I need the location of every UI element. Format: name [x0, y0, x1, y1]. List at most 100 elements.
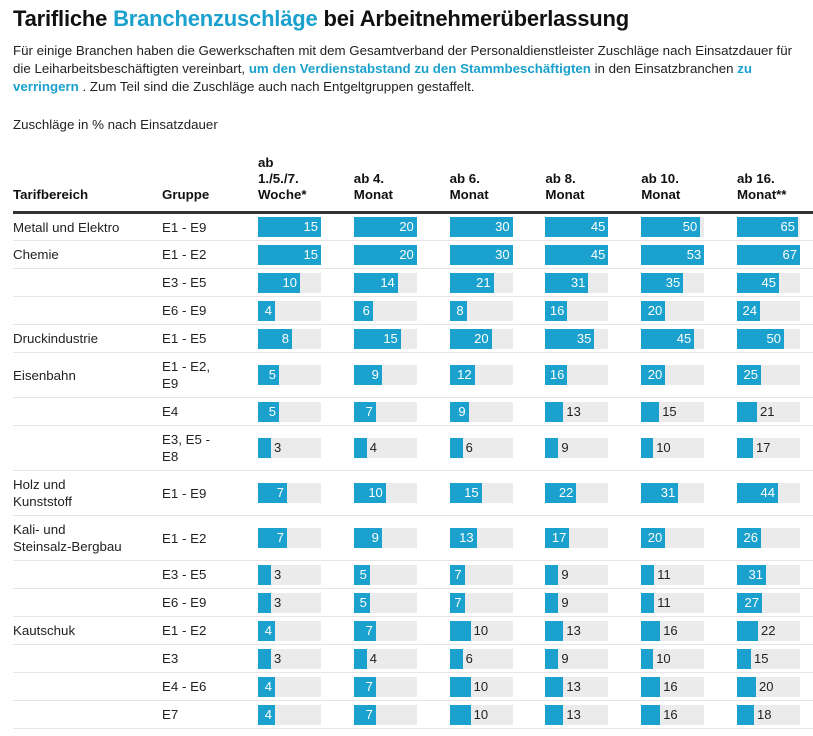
bar-value-label: 9	[371, 530, 379, 545]
bar-track: 5	[258, 401, 321, 422]
bar-value-label: 22	[760, 622, 776, 638]
value-cell: 26	[736, 515, 813, 561]
bar-value-label: 7	[454, 566, 462, 582]
bar-value-label: 4	[264, 622, 272, 638]
bar-value-label: 10	[656, 440, 671, 455]
bar	[449, 300, 467, 321]
bar-value-label: 7	[276, 530, 284, 545]
table-row: E7 4 7 10 13 16 18	[13, 700, 813, 729]
table-row: Chemie E1 - E2 15 20 30 45 53 67	[13, 240, 813, 269]
bar-value-label: 45	[590, 246, 606, 262]
bar-value-label: 16	[549, 302, 565, 318]
bar	[353, 676, 376, 697]
table-row: E3 - E5 3 5 7 9 11 31	[13, 560, 813, 589]
bar	[545, 648, 559, 669]
bar-track: 5	[258, 365, 321, 385]
table-row: E3, E5 - E8 3 4 6 9 10 17	[13, 425, 813, 471]
value-cell: 10	[353, 470, 450, 516]
table-body: Metall und Elektro E1 - E9 15 20 30 45 50 65 Che…	[13, 212, 813, 729]
bar	[641, 272, 684, 293]
bar-value-label: 15	[303, 246, 318, 262]
value-cell: 35	[545, 324, 642, 353]
bar-track: 4	[258, 704, 321, 725]
tarifbereich-cell	[13, 397, 162, 426]
value-cell: 22	[736, 616, 813, 645]
value-cell: 11	[641, 588, 737, 617]
intro-link-verringern[interactable]: zu verringern	[13, 61, 753, 94]
bar	[545, 300, 568, 321]
value-cell: 45	[736, 268, 813, 297]
bar-track: 10	[353, 483, 417, 503]
bar-value-label: 7	[454, 594, 462, 610]
bar	[258, 564, 271, 585]
bar-track: 8	[449, 300, 513, 321]
bar-value-label: 7	[365, 622, 373, 638]
value-cell: 17	[736, 425, 813, 471]
bar	[736, 365, 761, 385]
gruppe-cell: E1 - E2, E9	[162, 352, 258, 398]
gruppe-cell: E3	[162, 644, 258, 673]
bar-value-label: 44	[760, 485, 775, 500]
value-cell: 14	[353, 268, 450, 297]
tarifbereich-cell: Kautschuk	[13, 616, 162, 645]
bar-track: 18	[736, 704, 800, 725]
bar-value-label: 65	[780, 219, 795, 234]
bar-track: 9	[353, 528, 417, 548]
bar	[449, 401, 469, 422]
bar-track: 9	[545, 648, 609, 669]
column-header-4: ab 6. Monat	[449, 155, 546, 214]
bar	[736, 272, 779, 293]
gruppe-cell: E4	[162, 397, 258, 426]
bar-value-label: 10	[473, 678, 489, 694]
bar-track: 15	[353, 328, 417, 349]
bar	[449, 528, 477, 548]
value-cell: 9	[545, 644, 642, 673]
bar-value-label: 9	[561, 594, 569, 610]
value-cell: 10	[641, 425, 737, 471]
bar-value-label: 5	[359, 594, 367, 610]
value-cell: 20	[736, 672, 813, 701]
value-cell: 16	[545, 352, 642, 398]
bar	[736, 401, 757, 422]
bar-track: 7	[353, 620, 417, 641]
value-cell: 45	[545, 240, 642, 269]
bar-track: 30	[449, 244, 513, 265]
bar-track: 4	[258, 676, 321, 697]
bar-track: 20	[736, 676, 800, 697]
bar-track: 22	[545, 483, 609, 503]
value-cell: 6	[353, 296, 450, 325]
bar	[736, 620, 758, 641]
value-cell: 13	[545, 397, 642, 426]
bar-value-label: 9	[561, 566, 569, 582]
bar-track: 31	[545, 272, 609, 293]
intro-link-verdienstabstand[interactable]: um den Verdienstabstand zu den Stammbesc…	[248, 61, 591, 76]
gruppe-cell: E3 - E5	[162, 560, 258, 589]
bar-track: 9	[545, 592, 609, 613]
bar-value-label: 8	[281, 330, 289, 346]
value-cell: 45	[545, 212, 642, 241]
tarifbereich-cell: Metall und Elektro	[13, 212, 162, 241]
title-highlight: Branchenzuschläge	[113, 6, 318, 31]
bar	[353, 272, 398, 293]
bar-value-label: 7	[276, 485, 284, 500]
bar	[641, 648, 654, 669]
value-cell: 50	[641, 212, 737, 241]
bar-value-label: 15	[753, 650, 769, 666]
bar-track: 13	[545, 401, 609, 422]
intro-part: Für einige Branchen haben die Gewerkscha…	[13, 43, 793, 76]
bar	[449, 620, 471, 641]
bar	[736, 328, 784, 349]
bar-track: 13	[449, 528, 513, 548]
value-cell: 53	[641, 240, 737, 269]
table-row: E6 - E9 4 6 8 16 20 24	[13, 296, 813, 325]
tarifbereich-cell	[13, 672, 162, 701]
surcharge-table: Tarifbereich Gruppe ab 1./5./7. Woche* ab 4. M…	[13, 155, 813, 729]
tarifbereich-cell: Holz und Kunststoff	[13, 470, 162, 516]
value-cell: 3	[258, 560, 354, 589]
column-header-1: Gruppe	[162, 155, 258, 214]
value-cell: 4	[353, 644, 450, 673]
bar	[449, 438, 463, 458]
bar-track: 20	[449, 328, 513, 349]
bar	[641, 244, 705, 265]
bar	[258, 620, 275, 641]
